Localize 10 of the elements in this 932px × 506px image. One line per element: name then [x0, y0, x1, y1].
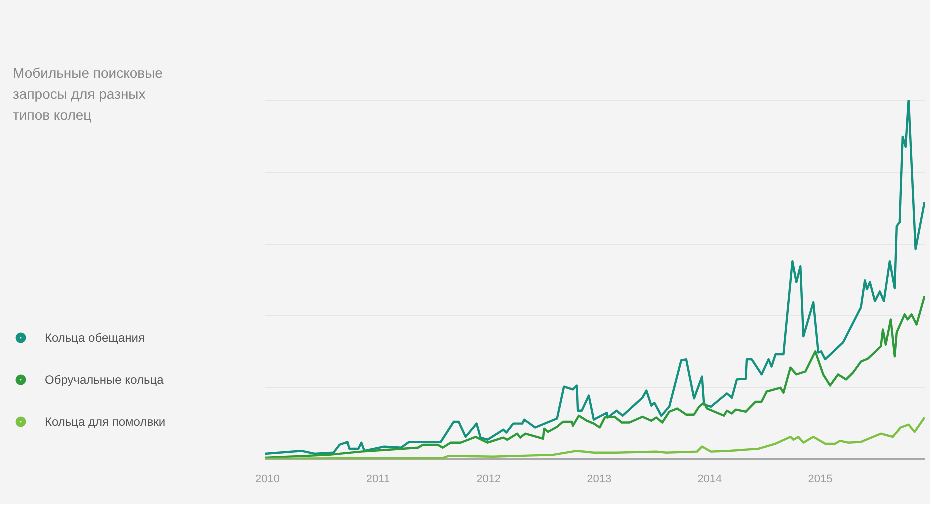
legend-label: Кольца для помолвки: [45, 415, 166, 429]
x-tick-label: 2012: [476, 474, 502, 486]
x-tick-label: 2010: [255, 474, 280, 486]
legend-label: Обручальные кольца: [45, 373, 164, 387]
legend-label: Кольца обещания: [45, 331, 145, 345]
x-tick-label: 2014: [698, 474, 722, 486]
x-tick-label: 2013: [587, 474, 612, 486]
x-tick-label: 2015: [808, 474, 833, 486]
text: Мобильные поисковые запросы для разных типов колец: [13, 65, 164, 123]
x-tick-label: 2011: [366, 474, 390, 486]
